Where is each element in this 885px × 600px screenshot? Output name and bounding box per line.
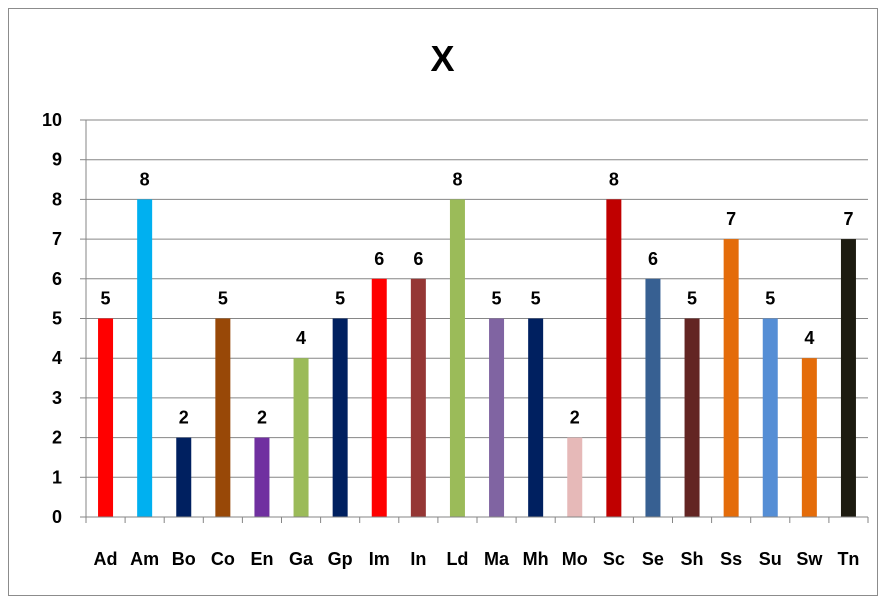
bar-bo — [176, 437, 192, 517]
y-tick-label: 10 — [42, 110, 62, 130]
y-tick-label: 5 — [52, 309, 62, 329]
x-tick-label: Sh — [681, 549, 704, 569]
bar-mo — [567, 437, 583, 517]
bar-en — [254, 437, 270, 517]
bar-sh — [684, 318, 700, 517]
data-label: 4 — [296, 328, 306, 348]
bar-ld — [449, 199, 465, 517]
gridlines — [86, 119, 868, 478]
bar-tn — [840, 239, 856, 517]
bar-co — [215, 318, 231, 517]
chart-title: X — [430, 38, 455, 79]
x-tick-label: Ma — [484, 549, 510, 569]
bar-mh — [528, 318, 544, 517]
data-labels: 5 8 2 5 2 4 5 6 6 8 5 5 2 8 6 5 7 5 4 7 — [101, 169, 854, 427]
data-label: 2 — [570, 408, 580, 428]
data-label: 5 — [335, 289, 345, 309]
x-tick-label: Su — [759, 549, 782, 569]
x-tick-label: Se — [642, 549, 664, 569]
data-label: 4 — [804, 328, 814, 348]
bar-ss — [723, 239, 739, 517]
data-label: 7 — [843, 209, 853, 229]
x-tick-label: Sc — [603, 549, 625, 569]
data-label: 5 — [765, 289, 775, 309]
data-label: 8 — [452, 169, 462, 189]
x-tick-label: Gp — [328, 549, 353, 569]
bar-in — [410, 278, 426, 517]
x-tick-label: Sw — [796, 549, 823, 569]
x-axis: Ad Am Bo Co En Ga Gp Im In Ld Ma Mh Mo Sc Se Sh Ss Su Sw Tn — [85, 516, 869, 569]
y-tick-label: 0 — [52, 507, 62, 527]
y-tick-label: 8 — [52, 189, 62, 209]
x-tick-label: Bo — [172, 549, 196, 569]
bar-ga — [293, 358, 309, 517]
y-axis: 0 1 2 3 4 5 6 7 8 9 10 — [42, 110, 87, 527]
y-tick-label: 1 — [52, 467, 62, 487]
bar-gp — [332, 318, 348, 517]
data-label: 5 — [101, 289, 111, 309]
y-tick-label: 2 — [52, 428, 62, 448]
data-label: 6 — [648, 249, 658, 269]
data-label: 5 — [531, 289, 541, 309]
x-tick-label: Mo — [562, 549, 588, 569]
data-label: 6 — [413, 249, 423, 269]
bar-im — [371, 278, 387, 517]
y-tick-label: 6 — [52, 269, 62, 289]
y-tick-label: 4 — [52, 348, 62, 368]
x-tick-label: Ga — [289, 549, 314, 569]
bar-am — [137, 199, 153, 517]
x-tick-label: In — [410, 549, 426, 569]
bar-sw — [801, 358, 817, 517]
bar-se — [645, 278, 661, 517]
data-label: 5 — [687, 289, 697, 309]
data-label: 8 — [609, 169, 619, 189]
data-label: 6 — [374, 249, 384, 269]
data-label: 5 — [492, 289, 502, 309]
bars — [98, 199, 856, 517]
bar-sc — [606, 199, 622, 517]
bar-ma — [489, 318, 505, 517]
data-label: 5 — [218, 289, 228, 309]
x-tick-label: En — [250, 549, 273, 569]
y-tick-label: 3 — [52, 388, 62, 408]
y-tick-label: 9 — [52, 150, 62, 170]
bar-ad — [98, 318, 114, 517]
x-tick-label: Tn — [837, 549, 859, 569]
x-tick-label: Ld — [446, 549, 468, 569]
x-tick-label: Ad — [94, 549, 118, 569]
x-tick-label: Mh — [523, 549, 549, 569]
x-tick-label: Co — [211, 549, 235, 569]
bar-su — [762, 318, 778, 517]
x-tick-label: Im — [369, 549, 390, 569]
data-label: 2 — [179, 408, 189, 428]
data-label: 7 — [726, 209, 736, 229]
data-label: 2 — [257, 408, 267, 428]
data-label: 8 — [140, 169, 150, 189]
x-tick-label: Am — [130, 549, 159, 569]
x-tick-label: Ss — [720, 549, 742, 569]
y-tick-label: 7 — [52, 229, 62, 249]
